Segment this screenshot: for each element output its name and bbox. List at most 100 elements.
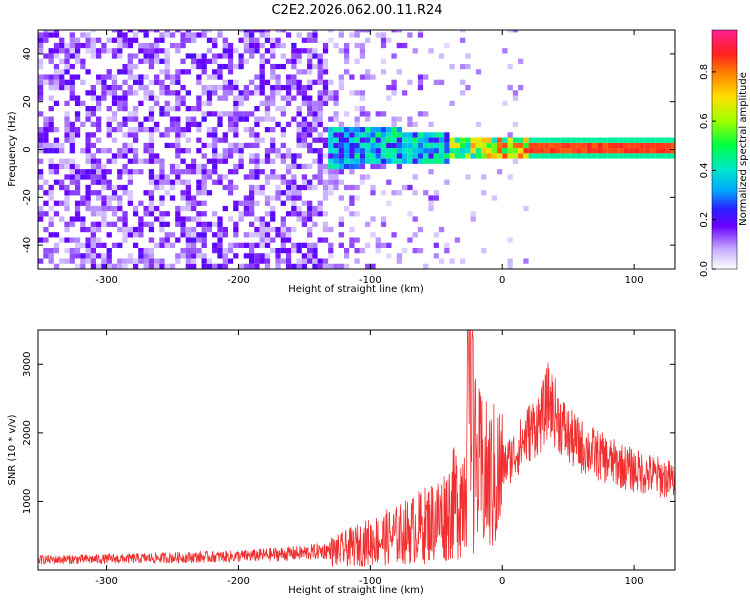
heatmap-cell (533, 137, 540, 143)
heatmap-cell (164, 63, 170, 70)
heatmap-cell (243, 127, 250, 133)
heatmap-cell (96, 137, 102, 143)
heatmap-cell (132, 226, 139, 233)
heatmap-cell (417, 142, 424, 149)
heatmap-cell (338, 121, 344, 128)
heatmap-cell (122, 106, 128, 112)
heatmap-cell (259, 30, 265, 33)
heatmap-cell (338, 137, 344, 143)
heatmap-cell (639, 142, 645, 149)
heatmap-cell (391, 158, 397, 164)
heatmap-cell (154, 153, 160, 159)
heatmap-cell (338, 221, 344, 227)
heatmap-cell (349, 242, 355, 248)
heatmap-cell (391, 137, 397, 143)
heatmap-cell (291, 158, 297, 164)
heatmap-cell (106, 106, 112, 112)
heatmap-cell (201, 237, 207, 243)
heatmap-cell (249, 211, 255, 217)
heatmap-cell (185, 205, 191, 212)
heatmap-cell (312, 184, 318, 191)
heatmap-cell (180, 232, 186, 238)
heatmap-cell (449, 148, 455, 154)
heatmap-cell (206, 174, 213, 180)
heatmap-cell (349, 127, 355, 133)
heatmap-cell (74, 37, 81, 43)
heatmap-cell (512, 158, 519, 164)
heatmap-cell (454, 153, 461, 159)
heatmap-cell (365, 137, 371, 143)
heatmap-cell (222, 258, 228, 264)
heatmap-cell (74, 253, 81, 259)
heatmap-cell (201, 226, 207, 233)
heatmap-cell (249, 263, 255, 269)
heatmap-cell (333, 158, 339, 164)
heatmap-cell (74, 132, 81, 138)
heatmap-cell (322, 48, 329, 54)
heatmap-cell (254, 258, 260, 264)
heatmap-cell (607, 153, 614, 159)
heatmap-cell (301, 121, 308, 128)
heatmap-cell (338, 127, 344, 133)
heatmap-cell (138, 84, 144, 91)
heatmap-cell (227, 121, 234, 128)
heatmap-cell (407, 184, 413, 191)
heatmap-cell (180, 100, 186, 106)
heatmap-cell (301, 127, 308, 133)
heatmap-cell (117, 200, 123, 206)
heatmap-cell (259, 137, 265, 143)
heatmap-cell (201, 90, 207, 96)
heatmap-cell (212, 163, 218, 170)
heatmap-cell (254, 30, 260, 33)
heatmap-cell (132, 263, 139, 269)
heatmap-cell (127, 258, 133, 264)
heatmap-cell (233, 100, 239, 106)
heatmap-cell (122, 79, 128, 85)
heatmap-cell (544, 142, 550, 149)
heatmap-cell (111, 127, 118, 133)
heatmap-cell (391, 30, 397, 33)
heatmap-cell (196, 247, 202, 254)
heatmap-cell (148, 263, 155, 269)
heatmap-cell (475, 142, 482, 149)
heatmap-cell (122, 95, 128, 101)
heatmap-cell (122, 184, 128, 191)
heatmap-cell (634, 142, 640, 149)
heatmap-cell (275, 253, 281, 259)
heatmap-cell (523, 142, 529, 149)
heatmap-cell (438, 258, 445, 264)
heatmap-cell (159, 195, 165, 201)
heatmap-cell (243, 37, 250, 43)
heatmap-cell (560, 153, 566, 159)
heatmap-cell (249, 30, 255, 33)
heatmap-cell (243, 205, 250, 212)
heatmap-cell (460, 63, 466, 70)
heatmap-cell (48, 247, 54, 254)
heatmap-cell (291, 84, 297, 91)
heatmap-cell (296, 184, 302, 191)
heatmap-cell (359, 153, 366, 159)
heatmap-cell (69, 163, 75, 170)
heatmap-cell (201, 84, 207, 91)
heatmap-cell (117, 69, 123, 75)
heatmap-cell (74, 205, 81, 212)
heatmap-cell (90, 169, 97, 175)
heatmap-cell (354, 142, 360, 149)
heatmap-cell (423, 74, 429, 80)
heatmap-cell (48, 190, 54, 196)
heatmap-cell (117, 258, 123, 264)
heatmap-cell (243, 174, 250, 180)
heatmap-cell (217, 247, 223, 254)
heatmap-cell (338, 163, 344, 170)
heatmap-cell (264, 263, 271, 269)
heatmap-cell (354, 30, 360, 33)
heatmap-cell (317, 132, 323, 138)
heatmap-cell (349, 237, 355, 243)
heatmap-cell (296, 163, 302, 170)
heatmap-cell (132, 106, 139, 112)
heatmap-cell (175, 74, 181, 80)
heatmap-cell (180, 95, 186, 101)
heatmap-cell (280, 258, 286, 264)
heatmap-cell (175, 42, 181, 49)
heatmap-cell (365, 242, 371, 248)
